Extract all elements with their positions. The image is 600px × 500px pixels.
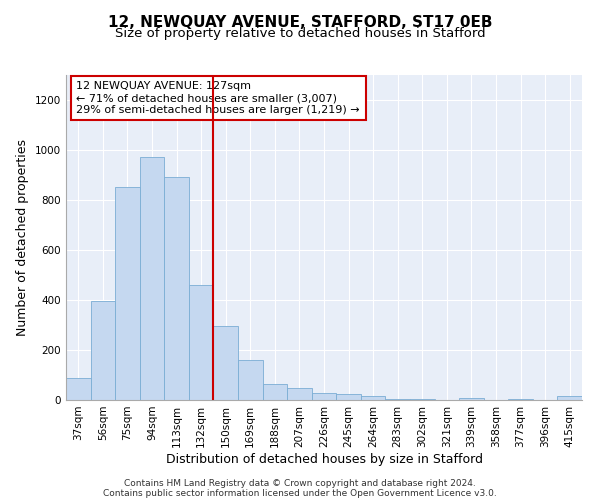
Bar (140, 158, 164, 400)
X-axis label: Distribution of detached houses by size in Stafford: Distribution of detached houses by size … (166, 452, 482, 466)
Text: Contains public sector information licensed under the Open Government Licence v3: Contains public sector information licen… (103, 488, 497, 498)
Text: 12 NEWQUAY AVENUE: 127sqm
← 71% of detached houses are smaller (3,007)
29% of se: 12 NEWQUAY AVENUE: 127sqm ← 71% of detac… (76, 82, 360, 114)
Bar (312, 392, 336, 400)
Text: 12, NEWQUAY AVENUE, STAFFORD, ST17 0EB: 12, NEWQUAY AVENUE, STAFFORD, ST17 0EB (108, 15, 492, 30)
Bar (287, 388, 312, 400)
Bar (410, 399, 434, 400)
Bar (214, 326, 238, 400)
Bar (238, 360, 263, 400)
Bar (189, 285, 214, 400)
Bar (66, 378, 91, 400)
Bar (557, 396, 582, 400)
Bar (336, 394, 361, 400)
Y-axis label: Number of detached properties: Number of detached properties (16, 139, 29, 336)
Bar (263, 384, 287, 400)
Text: Contains HM Land Registry data © Crown copyright and database right 2024.: Contains HM Land Registry data © Crown c… (124, 478, 476, 488)
Bar (164, 178, 189, 400)
Bar (459, 398, 484, 400)
Text: Size of property relative to detached houses in Stafford: Size of property relative to detached ho… (115, 28, 485, 40)
Bar (361, 396, 385, 400)
Bar (115, 188, 140, 400)
Bar (508, 399, 533, 400)
Bar (91, 301, 115, 400)
Bar (385, 399, 410, 400)
